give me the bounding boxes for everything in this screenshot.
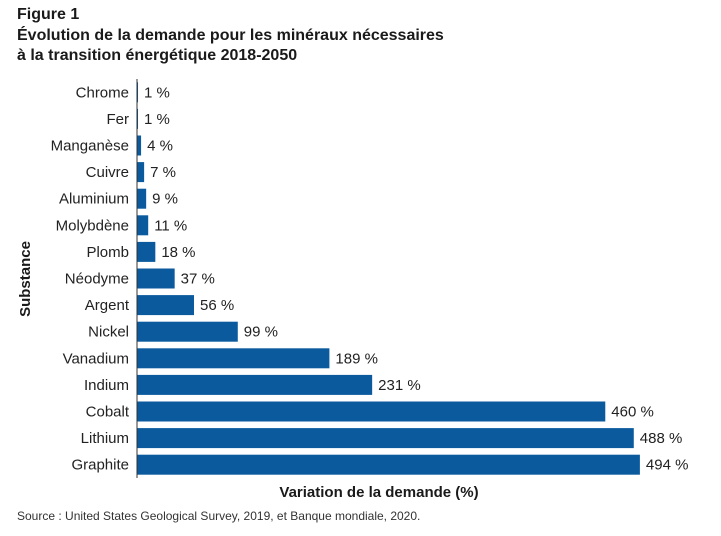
data-label: 460 %	[611, 404, 654, 421]
bar	[137, 321, 238, 342]
y-tick-label: Chrome	[76, 84, 129, 101]
data-label: 7 %	[150, 164, 176, 181]
data-label: 494 %	[646, 457, 689, 474]
data-label: 1 %	[144, 111, 170, 128]
bar	[137, 348, 330, 369]
bar	[137, 162, 145, 183]
data-label: 1 %	[144, 84, 170, 101]
bar	[137, 135, 142, 156]
data-label: 37 %	[181, 271, 215, 288]
bar	[137, 82, 139, 103]
y-tick-label: Lithium	[81, 430, 129, 447]
y-tick-label: Cobalt	[86, 404, 130, 421]
y-tick-label: Manganèse	[51, 138, 129, 155]
bar	[137, 428, 634, 449]
data-label: 18 %	[161, 244, 195, 261]
data-label: 11 %	[154, 217, 187, 234]
figure-label: Figure 1	[17, 6, 80, 23]
y-tick-label: Néodyme	[65, 271, 129, 288]
data-label: 4 %	[147, 138, 173, 155]
y-tick-label: Indium	[84, 377, 129, 394]
bar	[137, 188, 147, 209]
data-label: 488 %	[640, 430, 683, 447]
bar	[137, 401, 606, 422]
y-tick-label: Vanadium	[63, 350, 129, 367]
data-label: 9 %	[152, 191, 178, 208]
bars-layer: Chrome 1 % Fer 1 % Manganèse 4 % Cuivre 7 % Alum…	[51, 82, 689, 475]
source-note: Source : United States Geological Survey…	[17, 509, 421, 523]
chart-title-line-1: Évolution de la demande pour les minérau…	[17, 27, 444, 44]
y-tick-label: Argent	[85, 297, 130, 314]
bar-chart: Chrome 1 % Fer 1 % Manganèse 4 % Cuivre 7 % Alum…	[17, 79, 689, 501]
data-label: 99 %	[244, 324, 278, 341]
bar	[137, 268, 175, 289]
bar	[137, 241, 156, 262]
bar	[137, 295, 195, 316]
data-label: 56 %	[200, 297, 234, 314]
chart-title-line-2: à la transition énergétique 2018-2050	[17, 47, 298, 64]
bar	[137, 374, 373, 395]
y-tick-label: Molybdène	[56, 217, 129, 234]
y-tick-label: Cuivre	[86, 164, 129, 181]
y-tick-label: Nickel	[88, 324, 129, 341]
chart-title: Évolution de la demande pour les minérau…	[17, 26, 617, 66]
y-tick-label: Plomb	[86, 244, 129, 261]
data-label: 231 %	[378, 377, 421, 394]
y-axis-label: Substance	[17, 241, 34, 317]
y-tick-label: Graphite	[71, 457, 129, 474]
y-tick-label: Fer	[107, 111, 130, 128]
bar	[137, 215, 149, 236]
data-label: 189 %	[335, 350, 378, 367]
x-axis-label: Variation de la demande (%)	[279, 484, 478, 501]
bar	[137, 108, 139, 129]
y-tick-label: Aluminium	[59, 191, 129, 208]
bar	[137, 454, 640, 475]
